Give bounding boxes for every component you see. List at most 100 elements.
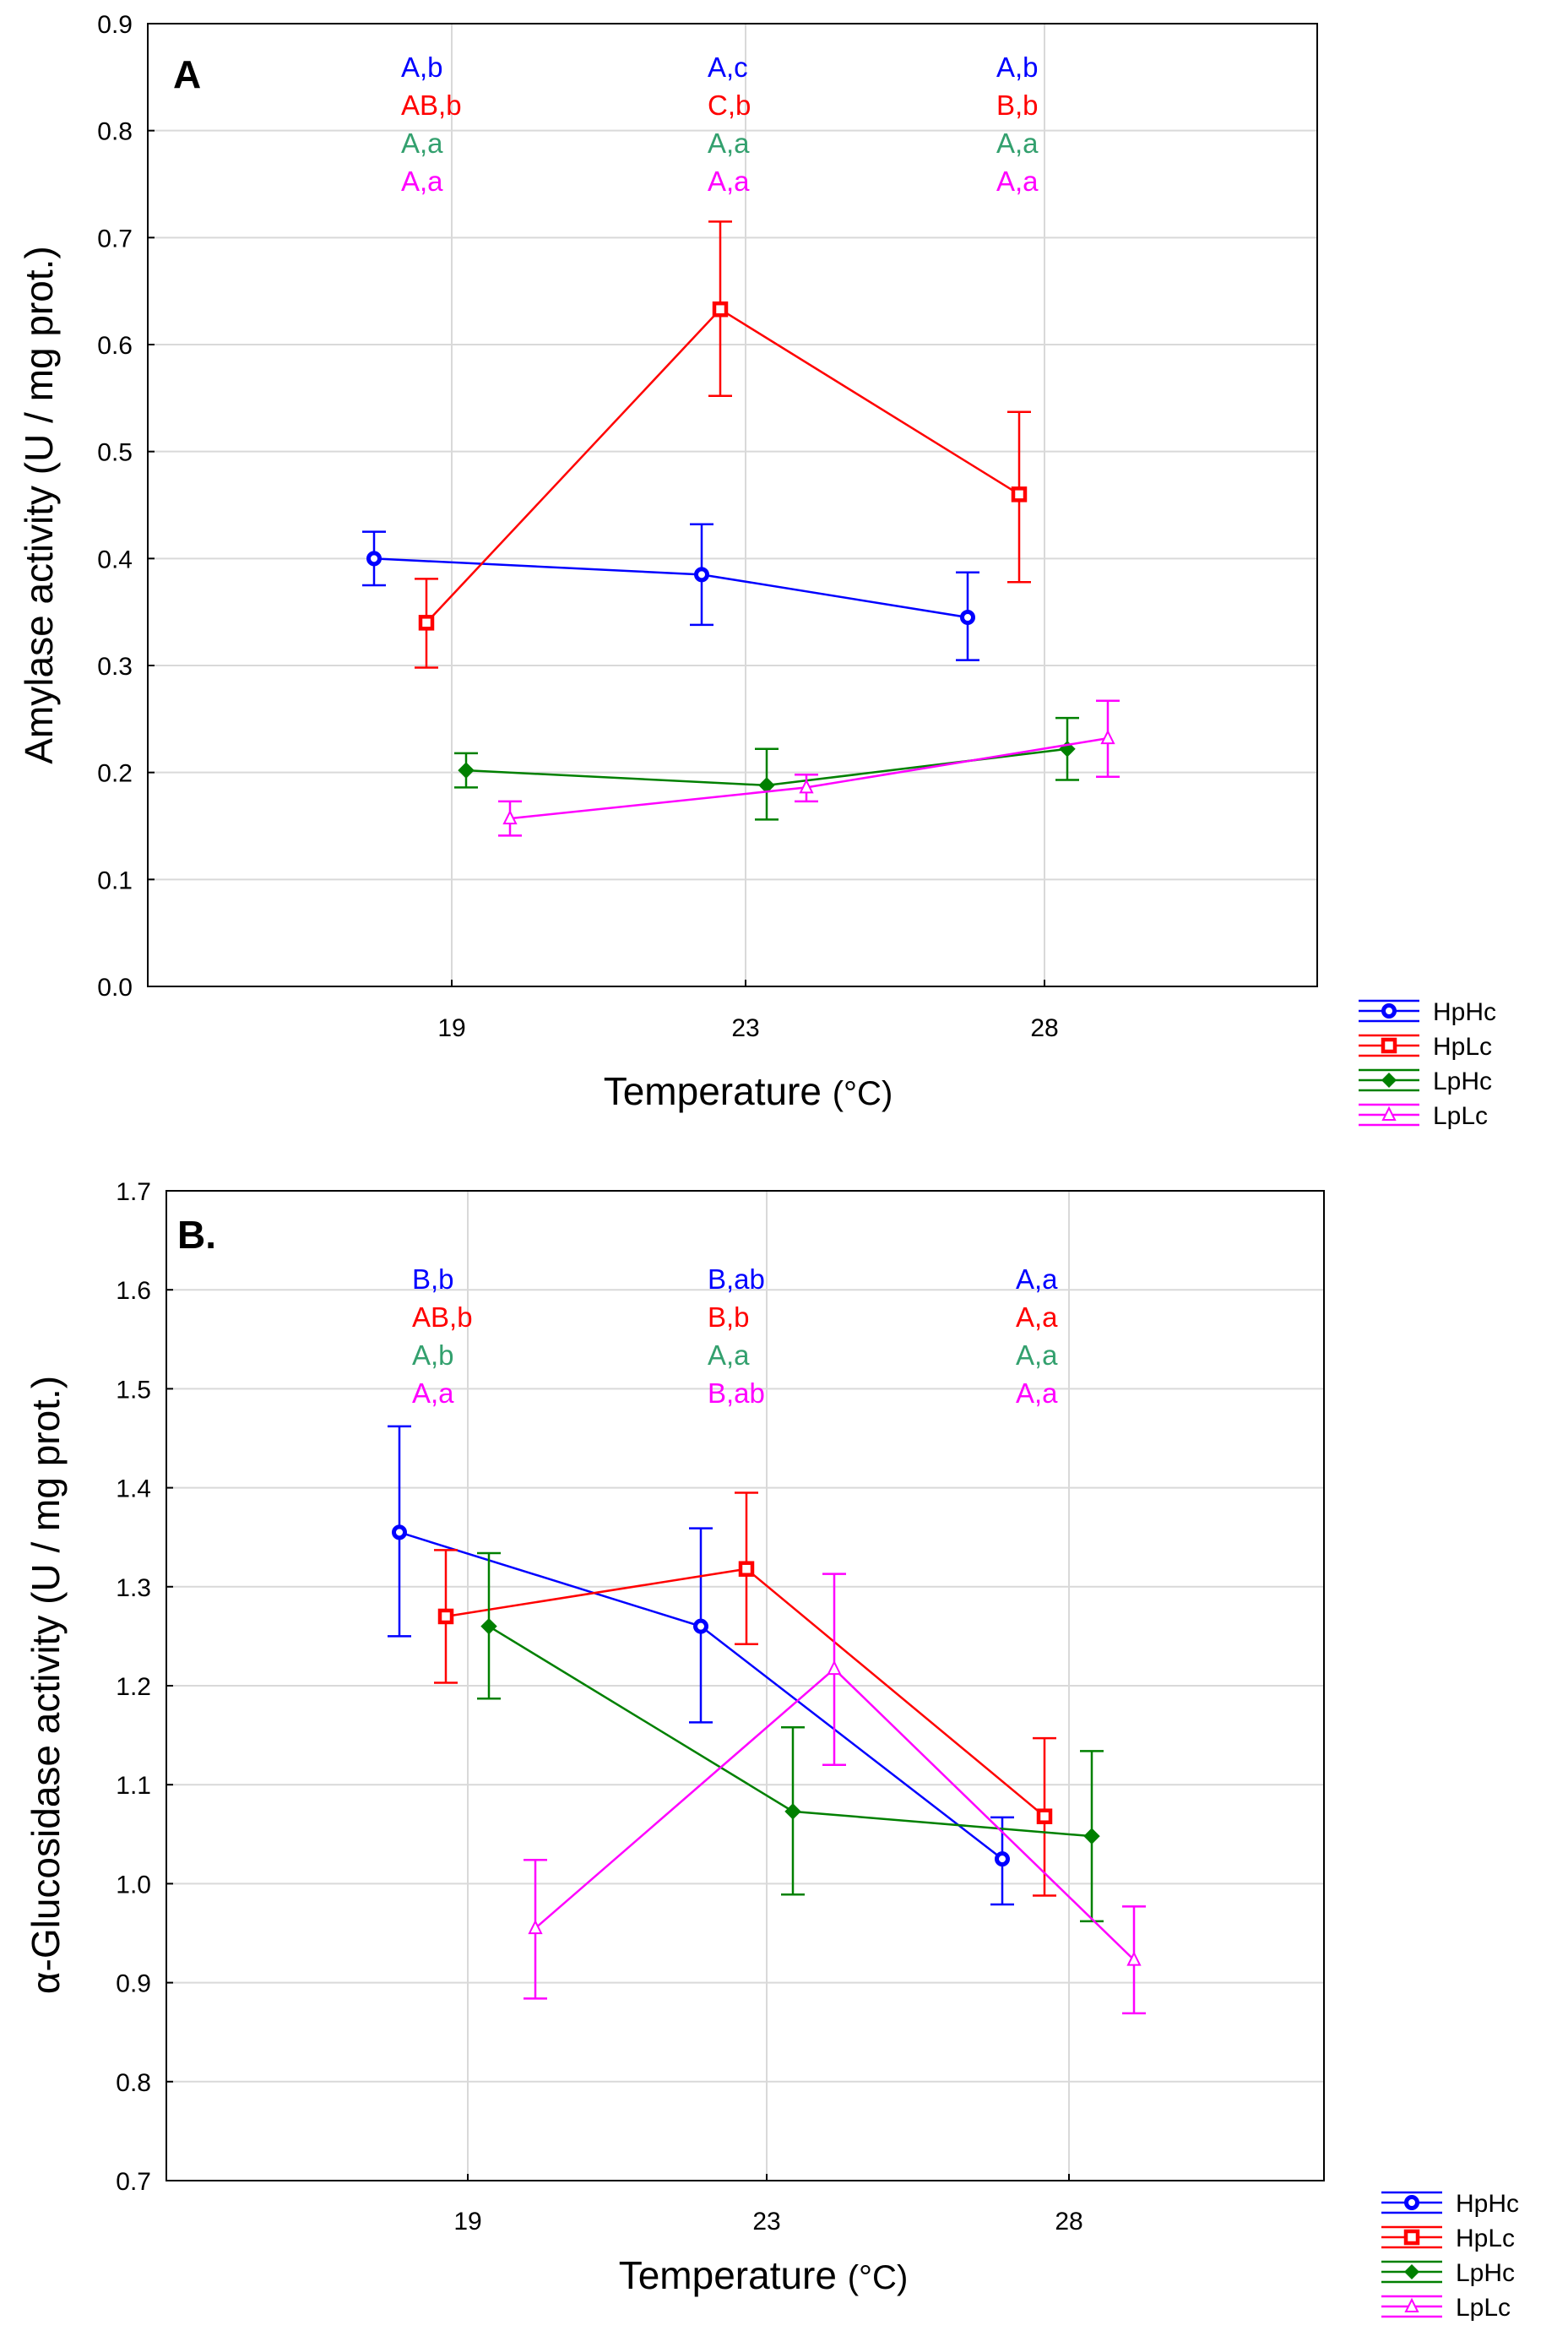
panel-b-series-lphc-point [480, 1617, 497, 1635]
panel-a-annotation: A,b [401, 52, 443, 83]
panel-a-series-lplc-point [1100, 729, 1115, 745]
panel-b-ytick-label: 1.1 [116, 1772, 151, 1800]
panel-b-x-axis-unit: (°C) [848, 2259, 909, 2296]
panel-b-series-hphc-point [392, 1524, 407, 1540]
panel-a-series-hplc-point [712, 301, 729, 318]
panel-b-annotation: B,ab [708, 1263, 765, 1295]
panel-a-ytick-label: 0.8 [97, 118, 133, 146]
panel-a-plot-area [148, 24, 1317, 986]
panel-b-ytick-label: 0.8 [116, 2069, 151, 2097]
panel-a-x-axis-title: Temperature (°C) [604, 1069, 893, 1113]
panel-b-chart: 0.7 0.8 0.9 1.0 1.1 1.2 1.3 1.4 1.5 1.6 1.7 19 23 28 T… [24, 1178, 1519, 2322]
panel-a-legend-marker [1381, 1003, 1397, 1019]
panel-b-xtick-label: 28 [1055, 2208, 1082, 2236]
panel-b-legend-label: HpLc [1456, 2225, 1515, 2252]
panel-b-legend-marker [1403, 2229, 1420, 2246]
panel-a-annotation: A,a [996, 166, 1039, 197]
panel-a-ytick-label: 0.5 [97, 439, 133, 467]
panel-b-annotation: B,b [708, 1301, 750, 1333]
panel-a-legend-label: LpHc [1433, 1068, 1492, 1095]
panel-b-ytick-label: 0.9 [116, 1970, 151, 1998]
panel-b-legend: HpHc HpLc LpHc LpLc [1381, 2190, 1519, 2322]
panel-a-ytick-label: 0.4 [97, 546, 133, 573]
panel-a-series-hphc-point [960, 610, 975, 625]
panel-a-series-lplc-point [799, 779, 814, 794]
panel-b-series-lplc-point [1126, 1951, 1142, 1966]
panel-a-plot-frame [147, 23, 1318, 987]
panel-a-ytick-label: 0.2 [97, 760, 133, 788]
panel-a-annotation: A,a [996, 128, 1039, 159]
panel-b-series-hphc-point [995, 1851, 1010, 1867]
panel-a-ytick-label: 0.0 [97, 974, 133, 1002]
panel-b-series-lphc-point [1083, 1828, 1100, 1844]
panel-a-legend-marker [1381, 1073, 1397, 1088]
panel-a-series-lplc-point [502, 809, 518, 825]
panel-b-y-axis-title: α-Glucosidase activity (U / mg prot.) [24, 1376, 68, 1994]
panel-a-ytick-label: 0.1 [97, 867, 133, 894]
panel-b-legend-marker [1404, 2195, 1419, 2210]
panel-a-xtick-label: 28 [1030, 1014, 1058, 1042]
panel-b-series-lplc-point [827, 1660, 842, 1676]
panel-b-series-hplc-point [738, 1561, 755, 1577]
panel-b-annotation: A,a [1016, 1339, 1058, 1371]
panel-a-annotation: A,c [708, 52, 748, 83]
panel-a-legend-label: HpHc [1433, 998, 1496, 1026]
panel-b-annotation: A,a [708, 1339, 750, 1371]
panel-a-series-hphc-point [366, 551, 382, 567]
panel-b-series-lphc [477, 1551, 1104, 1923]
panel-b-series-lphc-point [784, 1803, 801, 1820]
panel-a-chart: 0.0 0.1 0.2 0.3 0.4 0.5 0.6 0.7 0.8 0.9 19 23 28 Temp… [17, 11, 1496, 1130]
panel-b-legend-label: LpLc [1456, 2294, 1511, 2322]
panel-a-legend-marker [1381, 1037, 1397, 1054]
panel-b-annotation: AB,b [412, 1301, 473, 1333]
panel-b-label: B. [177, 1213, 216, 1257]
panel-b-series-hplc-point [437, 1608, 454, 1625]
panel-b-series-lplc-point [528, 1919, 543, 1935]
panel-b-ytick-label: 1.6 [116, 1277, 151, 1305]
panel-a-ytick-label: 0.3 [97, 653, 133, 681]
panel-b-legend-marker [1404, 2297, 1419, 2312]
panel-b-annotation: B,b [412, 1263, 454, 1295]
panel-a-series-lphc-point [458, 762, 475, 779]
panel-b-series-lplc [524, 1573, 1146, 2015]
panel-a-ytick-label: 0.7 [97, 225, 133, 253]
panel-b-annotation: A,a [1016, 1301, 1058, 1333]
panel-a-annotation: A,a [708, 128, 750, 159]
panel-a-annotation: A,a [401, 128, 443, 159]
panel-b-series-hphc [388, 1425, 1014, 1906]
panel-a-x-axis-unit: (°C) [833, 1075, 893, 1112]
panel-a-series-lplc [498, 699, 1120, 837]
panel-b-legend-label: LpHc [1456, 2259, 1515, 2287]
panel-b-xtick-label: 19 [453, 2208, 481, 2236]
panel-b-ytick-label: 1.4 [116, 1475, 151, 1503]
panel-a-annotation: A,a [708, 166, 750, 197]
panel-b-ytick-label: 1.7 [116, 1178, 151, 1206]
panel-a-legend-marker [1381, 1106, 1397, 1121]
panel-b-legend-label: HpHc [1456, 2190, 1519, 2218]
panel-a-y-axis-title: Amylase activity (U / mg prot.) [17, 246, 61, 763]
panel-b-legend-marker [1404, 2264, 1419, 2279]
panel-b-annotation: B,ab [708, 1377, 765, 1409]
panel-a-annotation: A,a [401, 166, 443, 197]
panel-a-series-hplc-point [418, 615, 435, 631]
panel-b-annotation: A,a [1016, 1263, 1058, 1295]
panel-a-legend-label: LpLc [1433, 1102, 1488, 1130]
panel-b-x-axis-title: Temperature (°C) [619, 2253, 909, 2297]
panel-b-series-hphc-point [693, 1618, 708, 1634]
panel-a-annotation: AB,b [401, 90, 462, 121]
panel-a-legend-label: HpLc [1433, 1033, 1492, 1061]
panel-b-ytick-label: 1.0 [116, 1871, 151, 1899]
panel-b-annotation: A,a [412, 1377, 454, 1409]
panel-a-series-lphc-point [758, 777, 775, 794]
panel-b-ytick-label: 1.5 [116, 1376, 151, 1404]
panel-b-series-hplc-point [1036, 1808, 1053, 1824]
panel-a-annotation: B,b [996, 90, 1039, 121]
panel-a-series-hplc [415, 220, 1031, 669]
panel-a-label: A [173, 52, 201, 96]
panel-a-annotation: C,b [708, 90, 751, 121]
panel-b-xtick-label: 23 [752, 2208, 780, 2236]
panel-b-ytick-label: 0.7 [116, 2168, 151, 2196]
panel-a-series-hphc-point [694, 567, 709, 583]
panel-b-ytick-label: 1.2 [116, 1673, 151, 1701]
